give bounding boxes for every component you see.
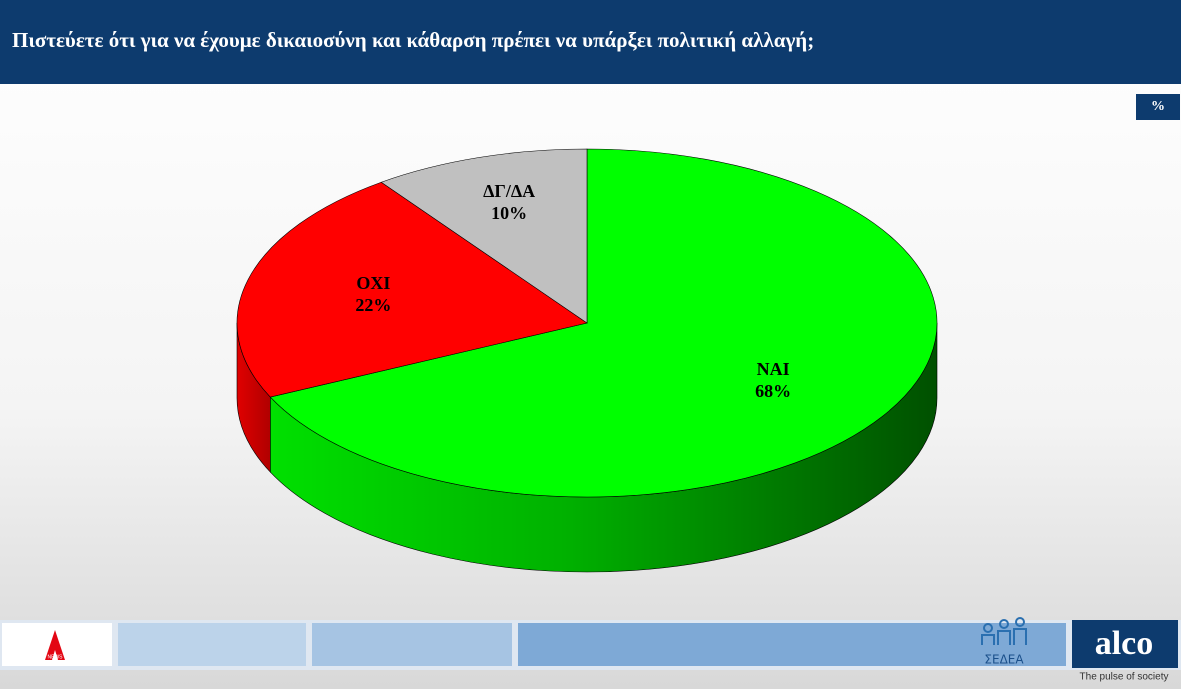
alpha-news: NEWS: [48, 654, 64, 660]
slice-label: ΔΓ/ΔΑ: [483, 181, 535, 201]
slice: [236, 181, 588, 398]
alco-text: alco: [1095, 625, 1154, 662]
slice: [380, 148, 588, 324]
slice-value-label: 10%: [491, 203, 527, 223]
unit-badge-text: %: [1151, 99, 1165, 114]
unit-badge: [1136, 94, 1180, 120]
slice: [269, 148, 938, 498]
slice-value-label: 68%: [755, 381, 791, 401]
header: [0, 0, 1181, 84]
footer-block: [518, 623, 1066, 666]
footer-block: [312, 623, 512, 666]
footer: NEWS ΣΕΔΕΑ alco The pulse of society: [0, 617, 1181, 683]
slice-label: ΟΧΙ: [356, 273, 390, 293]
alpha-logo: [45, 630, 65, 660]
slice-value-label: 22%: [355, 295, 391, 315]
chart-title: Πιστεύετε ότι για να έχουμε δικαιοσύνη κ…: [12, 28, 814, 52]
sedea-icon: [981, 617, 1027, 645]
alco-tagline: The pulse of society: [1080, 672, 1169, 683]
slice-label: ΝΑΙ: [757, 359, 790, 379]
sedea-text: ΣΕΔΕΑ: [984, 653, 1024, 667]
alco-box: [1072, 620, 1178, 668]
footer-block: [118, 623, 306, 666]
